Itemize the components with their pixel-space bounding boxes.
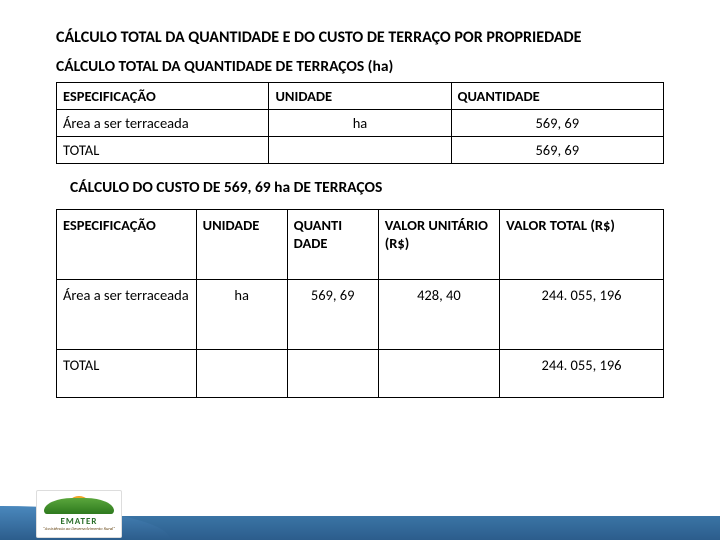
table-cell: 428, 40 (378, 280, 499, 350)
table-header: ESPECIFICAÇÃO (57, 83, 269, 110)
logo-subtext: "Assistência ao Desenvolvimento Rural" (43, 527, 115, 532)
table-cost: ESPECIFICAÇÃO UNIDADE QUANTI DADE VALOR … (56, 209, 664, 398)
logo-field-icon (44, 498, 114, 514)
table-header: VALOR UNITÁRIO (R$) (378, 210, 499, 280)
emater-logo: EMATER "Assistência ao Desenvolvimento R… (36, 490, 122, 538)
table-header: VALOR TOTAL (R$) (500, 210, 664, 280)
table-cell (269, 137, 451, 164)
table-cell: Área a ser terraceada (57, 110, 269, 137)
table-row: TOTAL 244. 055, 196 (57, 350, 664, 398)
table-header: UNIDADE (269, 83, 451, 110)
table-cell: TOTAL (57, 350, 197, 398)
table-header: ESPECIFICAÇÃO (57, 210, 197, 280)
table-cell: Área a ser terraceada (57, 280, 197, 350)
table-header: QUANTIDADE (451, 83, 663, 110)
table-row: Área a ser terraceada ha 569, 69 428, 40… (57, 280, 664, 350)
table-cell: TOTAL (57, 137, 269, 164)
table-cell: 569, 69 (451, 137, 663, 164)
table-cell: 244. 055, 196 (500, 280, 664, 350)
table-cell: ha (196, 280, 287, 350)
table-cell (378, 350, 499, 398)
table-row: ESPECIFICAÇÃO UNIDADE QUANTI DADE VALOR … (57, 210, 664, 280)
table-row: ESPECIFICAÇÃO UNIDADE QUANTIDADE (57, 83, 664, 110)
page-title-1: CÁLCULO TOTAL DA QUANTIDADE E DO CUSTO D… (56, 28, 664, 47)
table-cell: 569, 69 (287, 280, 378, 350)
footer: EMATER "Assistência ao Desenvolvimento R… (0, 482, 720, 540)
table-header: QUANTI DADE (287, 210, 378, 280)
table-cell: ha (269, 110, 451, 137)
table-row: Área a ser terraceada ha 569, 69 (57, 110, 664, 137)
logo-text: EMATER (61, 516, 98, 527)
table-cell (196, 350, 287, 398)
table-cell (287, 350, 378, 398)
subtitle-cost: CÁLCULO DO CUSTO DE 569, 69 ha DE TERRAÇ… (70, 178, 664, 197)
table-cell: 569, 69 (451, 110, 663, 137)
table-header: UNIDADE (196, 210, 287, 280)
table-row: TOTAL 569, 69 (57, 137, 664, 164)
page-title-2: CÁLCULO TOTAL DA QUANTIDADE DE TERRAÇOS … (56, 57, 664, 76)
table-cell: 244. 055, 196 (500, 350, 664, 398)
table-quantity: ESPECIFICAÇÃO UNIDADE QUANTIDADE Área a … (56, 82, 664, 164)
